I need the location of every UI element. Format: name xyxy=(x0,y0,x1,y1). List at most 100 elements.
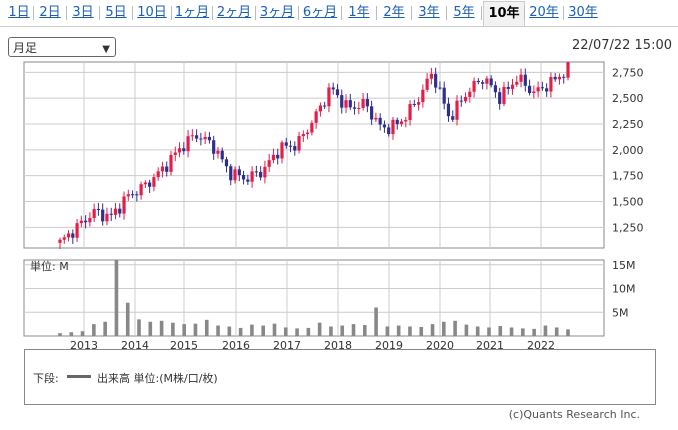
tab-16[interactable]: 30年 xyxy=(568,5,598,20)
volume-bar xyxy=(306,327,311,336)
xtick-label-2013: 2013 xyxy=(70,339,98,352)
candle-body xyxy=(169,154,173,172)
volume-bar xyxy=(69,332,74,336)
candle-body xyxy=(139,184,143,196)
candle-body xyxy=(382,124,387,128)
candle-body xyxy=(62,237,66,240)
tab-13[interactable]: 5年 xyxy=(453,5,475,20)
candle-body xyxy=(58,239,62,243)
candle-body xyxy=(229,166,233,181)
volume-bar xyxy=(453,320,457,336)
candle-body xyxy=(519,74,523,82)
period-select[interactable]: 月足 ▼ xyxy=(8,37,116,57)
volume-bar xyxy=(543,325,548,336)
candle-body xyxy=(404,119,408,122)
candle-body xyxy=(493,85,498,93)
tab-8[interactable]: 3ヶ月 xyxy=(259,5,295,20)
candle-body xyxy=(263,166,267,178)
candle-body xyxy=(408,104,412,120)
tab-11[interactable]: 2年 xyxy=(383,5,405,20)
volume-bar xyxy=(351,324,356,336)
candle-body xyxy=(118,208,122,214)
candle-body xyxy=(527,85,532,94)
candle-body xyxy=(562,76,566,78)
price-ytick-label: 2,250 xyxy=(612,118,644,131)
candle-body xyxy=(476,80,480,83)
tab-14[interactable]: 10年 xyxy=(483,1,525,26)
tab-separator xyxy=(376,6,377,20)
tab-separator xyxy=(446,6,447,20)
candle-body xyxy=(96,209,101,211)
candle-body xyxy=(557,76,562,80)
tab-10[interactable]: 1年 xyxy=(348,5,370,20)
candle-body xyxy=(177,148,182,153)
candle-body xyxy=(429,73,433,79)
candle-body xyxy=(344,100,348,108)
candle-body xyxy=(314,111,318,123)
volume-bar xyxy=(238,327,243,336)
candle-body xyxy=(318,105,323,112)
candle-body xyxy=(451,116,455,120)
volume-bar xyxy=(385,326,390,336)
candle-body xyxy=(361,98,365,108)
candle-body xyxy=(165,166,169,172)
tab-4[interactable]: 5日 xyxy=(105,5,127,20)
volume-bar xyxy=(396,325,401,336)
tab-15[interactable]: 20年 xyxy=(529,5,559,20)
legend-volume-swatch xyxy=(67,375,91,378)
candle-body xyxy=(463,96,468,102)
candle-body xyxy=(130,194,135,196)
volume-panel: 2013 2014 2015 2016 2017 2018 2019 2020 2021 2022… xyxy=(23,259,636,352)
tab-separator xyxy=(99,6,100,20)
candle-body xyxy=(301,134,305,137)
volume-bar xyxy=(487,327,491,336)
xtick-label-2017: 2017 xyxy=(273,339,301,352)
candle-body xyxy=(553,76,557,80)
volume-bar xyxy=(171,322,175,336)
candle-body xyxy=(335,89,340,96)
volume-bar xyxy=(216,325,220,336)
tab-2[interactable]: 2日 xyxy=(39,5,61,20)
candle-body xyxy=(434,73,438,88)
tab-7[interactable]: 2ヶ月 xyxy=(216,5,252,20)
candle-body xyxy=(203,136,207,140)
xtick-label-2021: 2021 xyxy=(476,339,504,352)
tab-12[interactable]: 3年 xyxy=(418,5,440,20)
candle-body xyxy=(186,136,190,152)
tab-separator xyxy=(563,6,564,20)
candle-body xyxy=(378,117,382,125)
volume-bar xyxy=(419,326,424,336)
candle-body xyxy=(113,208,118,215)
candle-body xyxy=(442,87,446,104)
xtick-label-2018: 2018 xyxy=(324,339,352,352)
candle-body xyxy=(459,100,463,102)
volume-bar xyxy=(442,321,446,336)
volume-bar xyxy=(408,326,412,336)
chart-timestamp: 22/07/22 15:00 xyxy=(572,38,672,53)
candle-body xyxy=(566,62,570,78)
tab-9[interactable]: 6ヶ月 xyxy=(302,5,338,20)
candle-body xyxy=(481,82,485,84)
volume-bar xyxy=(295,328,299,336)
candle-body xyxy=(365,98,369,107)
period-tabs: 1日 2日 3日 5日 10日 1ヶ月 2ヶ月 3ヶ月 6ヶ月 1年 2年 3年 5年 10年 20年 30年 xyxy=(0,0,678,30)
candle-body xyxy=(66,233,71,238)
volume-bar xyxy=(204,319,209,336)
volume-bar xyxy=(566,329,570,336)
candle-body xyxy=(489,78,493,86)
candle-body xyxy=(160,166,165,172)
candle-body xyxy=(446,103,451,117)
tab-3[interactable]: 3日 xyxy=(72,5,94,20)
volume-bar xyxy=(317,322,322,336)
tab-separator xyxy=(524,6,525,20)
tab-separator xyxy=(341,6,342,20)
volume-bar xyxy=(283,327,288,336)
candle-body xyxy=(468,91,472,97)
tab-separator xyxy=(171,6,172,20)
tab-1[interactable]: 1日 xyxy=(8,5,30,20)
volume-bar xyxy=(80,331,85,336)
tab-5[interactable]: 10日 xyxy=(137,5,167,20)
tab-6[interactable]: 1ヶ月 xyxy=(174,5,210,20)
tab-separator xyxy=(255,6,256,20)
